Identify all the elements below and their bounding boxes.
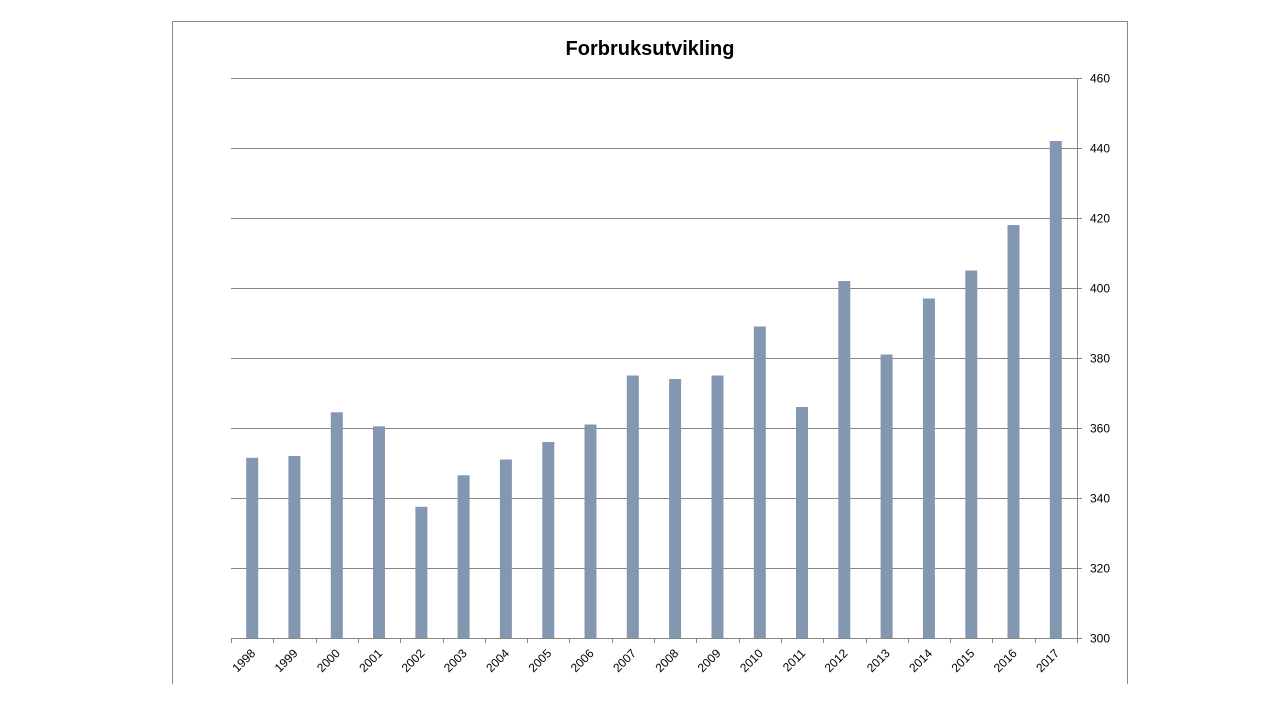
- y-tick-label: 400: [1090, 282, 1110, 296]
- x-tick-label: 2013: [864, 646, 893, 675]
- x-tick-label: 2000: [314, 646, 343, 675]
- x-tick-label: 2010: [737, 646, 766, 675]
- chart-title: Forbruksutvikling: [566, 38, 735, 60]
- x-tick-label: 2005: [526, 646, 555, 675]
- y-tick-label: 440: [1090, 142, 1110, 156]
- x-tick-label: 2017: [1033, 646, 1062, 675]
- bar-2004: [499, 459, 512, 638]
- x-tick-label: 1999: [272, 646, 301, 675]
- x-tick-label: 2011: [780, 646, 808, 674]
- bar-2005: [542, 442, 555, 638]
- bar-2007: [626, 375, 639, 638]
- bar-2017: [1049, 141, 1062, 638]
- bar-2012: [838, 281, 851, 638]
- x-tick-label: 2014: [906, 646, 935, 675]
- y-tick-label: 420: [1090, 212, 1110, 226]
- y-tick-label: 320: [1090, 562, 1110, 576]
- bar-2003: [457, 475, 470, 639]
- x-tick-label: 2004: [483, 646, 512, 675]
- bar-2006: [584, 424, 597, 638]
- x-tick-labels: 1998 1999 2000 2001 2002 2003 2004 2005 2006 2007…: [229, 646, 1062, 675]
- y-tick-label: 380: [1090, 352, 1110, 366]
- x-tick-label: 2007: [610, 646, 639, 675]
- chart-area-border: [172, 21, 1128, 684]
- y-tick-label: 460: [1090, 72, 1110, 86]
- bar-1999: [288, 456, 301, 638]
- y-tick-label: 300: [1090, 632, 1110, 646]
- bar-2010: [753, 326, 766, 638]
- y-tick-label: 360: [1090, 422, 1110, 436]
- y-tick-label: 340: [1090, 492, 1110, 506]
- bar-2008: [669, 379, 682, 638]
- x-tick-label: 2001: [356, 646, 385, 675]
- bar-2001: [373, 426, 385, 639]
- x-tick-label: 2003: [441, 646, 470, 675]
- x-tick-label: 2015: [949, 646, 978, 675]
- x-tick-label: 2016: [991, 646, 1020, 675]
- x-tick-label: 2009: [695, 646, 724, 675]
- bar-2002: [415, 506, 428, 639]
- bar-2011: [796, 407, 808, 638]
- bar-1998: [246, 457, 259, 639]
- bar-2015: [965, 270, 978, 638]
- gridlines: [231, 78, 1077, 569]
- axes: [231, 78, 1082, 643]
- y-tick-labels: 300 320 340 360 380 400 420 440 460: [1090, 72, 1110, 646]
- x-tick-label: 2006: [568, 646, 597, 675]
- bar-2014: [922, 298, 935, 638]
- bar-2000: [330, 412, 343, 639]
- x-tick-label: 2008: [652, 646, 681, 675]
- bars: [246, 141, 1062, 639]
- x-tick-label: 2002: [399, 646, 428, 675]
- bar-2013: [880, 354, 893, 638]
- x-tick-label: 1998: [229, 646, 258, 675]
- bar-2009: [711, 375, 724, 638]
- x-tick-label: 2012: [822, 646, 851, 675]
- bar-2016: [1007, 225, 1020, 638]
